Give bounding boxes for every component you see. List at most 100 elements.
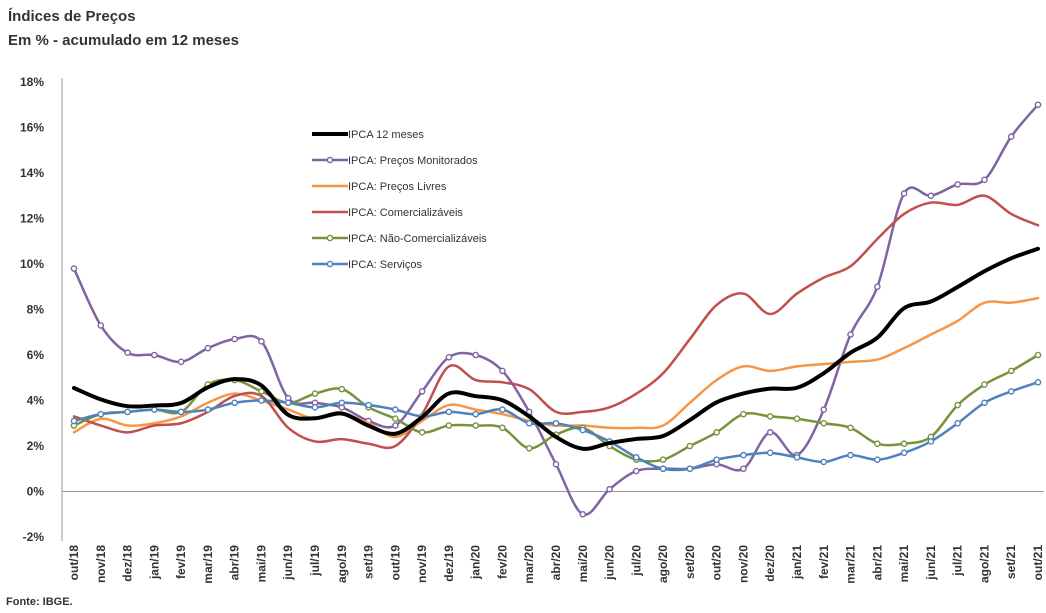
data-point (579, 510, 587, 518)
x-tick-label: jul/19 (308, 545, 322, 577)
legend-label: IPCA: Serviços (348, 259, 422, 271)
data-point (499, 406, 506, 413)
data-point (284, 399, 292, 407)
data-point (392, 415, 399, 423)
y-tick-label: 8% (27, 303, 45, 317)
data-point (392, 406, 399, 413)
series-ipca-comercializaveis (72, 194, 1040, 450)
data-point (686, 465, 694, 473)
x-tick-label: out/19 (388, 545, 402, 581)
data-point (70, 265, 78, 272)
y-tick-label: 14% (20, 166, 44, 180)
legend-label: IPCA: Não-Comercializáveis (348, 233, 487, 245)
legend-marker (326, 260, 334, 268)
legend: IPCA 12 meses IPCA: Preços Monitorados IPC… (312, 129, 487, 271)
data-point (793, 454, 801, 461)
x-tick-label: jun/19 (281, 545, 295, 581)
data-point (713, 456, 720, 463)
data-point (97, 322, 105, 329)
legend-label: IPCA 12 meses (348, 129, 424, 141)
data-point (258, 388, 265, 395)
x-tick-label: dez/20 (763, 545, 777, 582)
x-tick-label: dez/19 (442, 545, 456, 582)
data-point (954, 419, 961, 427)
legend-item: IPCA: Comercializáveis (312, 207, 463, 219)
legend-marker (326, 156, 334, 164)
x-tick-label: out/20 (710, 545, 724, 581)
legend-item: IPCA: Preços Livres (312, 181, 447, 193)
x-tick-label: dez/18 (121, 545, 135, 582)
data-point (552, 419, 560, 427)
x-tick-label: ago/19 (335, 545, 349, 583)
data-point (204, 406, 212, 413)
data-point (981, 381, 988, 388)
legend-item: IPCA: Preços Monitorados (312, 155, 478, 167)
data-point (981, 399, 988, 407)
data-point (552, 460, 560, 468)
x-tick-label: set/21 (1004, 545, 1018, 579)
x-tick-label: set/19 (362, 545, 376, 579)
data-point (793, 415, 801, 423)
data-point (874, 440, 881, 448)
data-point (124, 408, 131, 416)
data-point (900, 440, 908, 448)
data-point (766, 449, 774, 457)
data-point (740, 465, 747, 473)
legend-label: IPCA: Preços Livres (348, 181, 447, 193)
data-point (177, 408, 185, 416)
y-tick-label: 16% (20, 121, 44, 135)
data-point (847, 451, 854, 459)
y-tick-label: 10% (20, 257, 44, 271)
data-point (365, 401, 372, 409)
data-point (499, 424, 506, 432)
data-point (204, 344, 212, 352)
y-tick-label: 6% (27, 348, 45, 362)
x-tick-label: nov/19 (415, 545, 429, 583)
x-tick-label: jan/21 (790, 545, 804, 580)
x-tick-label: nov/18 (94, 545, 108, 583)
y-tick-label: 2% (27, 439, 45, 453)
data-point (820, 419, 828, 427)
data-point (311, 390, 319, 397)
series-line (72, 194, 1040, 450)
x-tick-label: jul/20 (629, 545, 643, 577)
legend-marker (326, 234, 334, 242)
data-point (900, 190, 908, 197)
data-point (70, 417, 78, 425)
x-tick-label: mai/20 (576, 545, 590, 583)
data-point (97, 410, 105, 418)
data-point (472, 422, 479, 429)
data-point (258, 397, 265, 404)
data-point (231, 335, 238, 343)
x-tick-label: out/21 (1031, 545, 1045, 581)
x-tick-label: jun/21 (924, 545, 938, 581)
data-point (820, 458, 828, 466)
data-point (954, 401, 961, 409)
data-point (525, 419, 533, 427)
data-point (151, 406, 158, 413)
data-point (927, 192, 935, 200)
x-tick-label: nov/20 (736, 545, 750, 583)
series-layer (70, 101, 1042, 518)
series-line (72, 103, 1040, 516)
data-point (713, 429, 720, 436)
data-point (847, 424, 854, 432)
data-point (740, 451, 747, 459)
x-tick-label: ago/20 (656, 545, 670, 583)
x-tick-label: out/18 (67, 545, 81, 581)
data-point (954, 181, 961, 188)
data-point (633, 454, 640, 461)
data-point (1034, 101, 1042, 109)
x-tick-label: mai/19 (254, 545, 268, 583)
x-tick-label: jun/20 (603, 545, 617, 581)
data-point (338, 385, 346, 393)
x-tick-label: mar/21 (844, 545, 858, 584)
data-point (445, 408, 453, 416)
chart-subtitle: Em % - acumulado em 12 meses (8, 32, 239, 49)
data-point (847, 331, 854, 338)
x-tick-label: mar/20 (522, 545, 536, 584)
x-tick-label: mar/19 (201, 545, 215, 584)
x-tick-label: ago/21 (977, 545, 991, 583)
data-point (338, 399, 346, 407)
data-point (766, 413, 774, 420)
